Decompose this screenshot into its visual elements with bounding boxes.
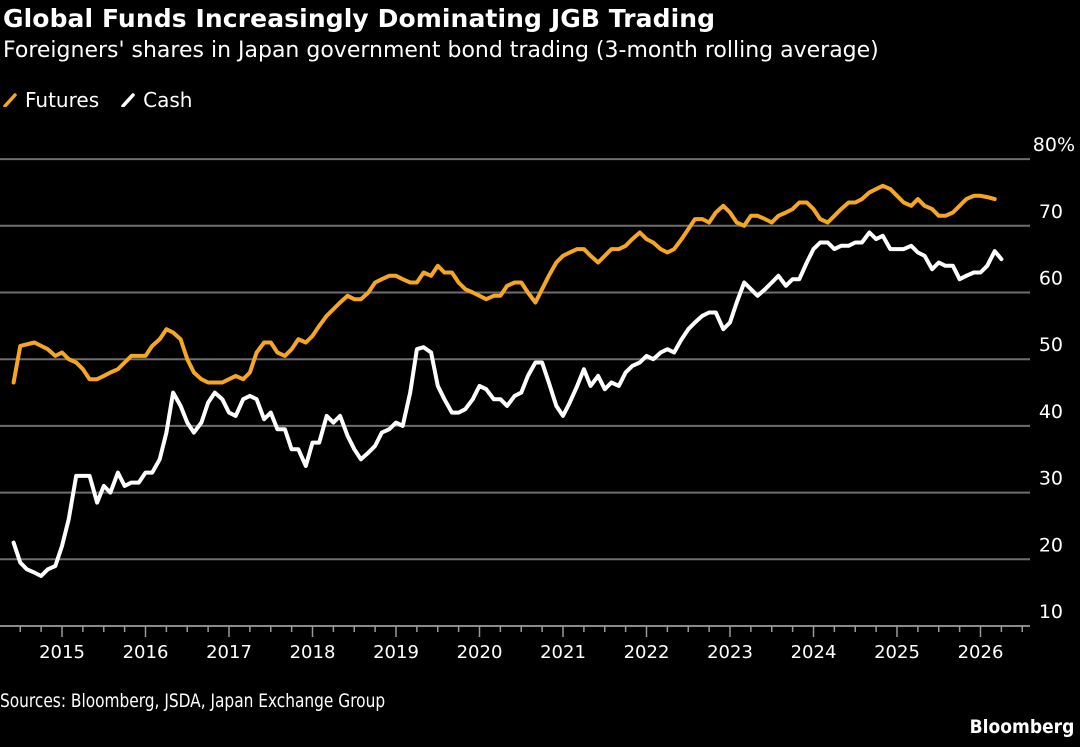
y-tick-label: 10 bbox=[1039, 601, 1063, 623]
cash-swatch-icon bbox=[121, 93, 135, 107]
legend-label-cash: Cash bbox=[143, 88, 193, 112]
x-tick-label: 2024 bbox=[791, 642, 837, 663]
x-axis: 2015 2016 2017 2018 2019 2020 2021 2022 2023 2024… bbox=[19, 626, 1023, 663]
y-tick-label: 60 bbox=[1039, 268, 1063, 290]
series-line-futures bbox=[11, 183, 997, 385]
x-tick-label: 2021 bbox=[540, 642, 586, 663]
x-tick-label: 2020 bbox=[457, 642, 503, 663]
series-lines bbox=[11, 183, 1004, 578]
y-tick-label: 50 bbox=[1039, 334, 1063, 356]
x-tick-label: 2026 bbox=[958, 642, 1004, 663]
futures-swatch-icon bbox=[3, 93, 17, 107]
x-tick-label: 2022 bbox=[624, 642, 670, 663]
legend-item-futures: Futures bbox=[3, 88, 99, 112]
source-note: Sources: Bloomberg, JSDA, Japan Exchange… bbox=[0, 690, 386, 712]
x-tick-label: 2016 bbox=[123, 642, 169, 663]
gridlines bbox=[0, 158, 1030, 627]
y-axis-ticks: 10 20 30 40 50 60 70 80% bbox=[1033, 134, 1075, 623]
bloomberg-logo: Bloomberg bbox=[969, 716, 1074, 738]
legend: Futures Cash bbox=[3, 88, 214, 112]
x-tick-label: 2025 bbox=[874, 642, 920, 663]
y-tick-label: 40 bbox=[1039, 401, 1063, 423]
x-tick-label: 2017 bbox=[206, 642, 252, 663]
x-tick-label: 2018 bbox=[290, 642, 336, 663]
chart-title: Global Funds Increasingly Dominating JGB… bbox=[3, 4, 716, 33]
y-tick-label: 30 bbox=[1039, 468, 1063, 490]
legend-item-cash: Cash bbox=[121, 88, 192, 112]
series-line-cash bbox=[11, 230, 1004, 578]
legend-label-futures: Futures bbox=[25, 88, 100, 112]
x-tick-label: 2019 bbox=[373, 642, 419, 663]
y-tick-label: 20 bbox=[1039, 534, 1063, 556]
y-tick-label: 70 bbox=[1039, 201, 1063, 223]
x-tick-label: 2015 bbox=[39, 642, 85, 663]
y-tick-label: 80% bbox=[1033, 134, 1075, 156]
x-tick-label: 2023 bbox=[707, 642, 753, 663]
chart-subtitle: Foreigners' shares in Japan government b… bbox=[3, 38, 879, 63]
